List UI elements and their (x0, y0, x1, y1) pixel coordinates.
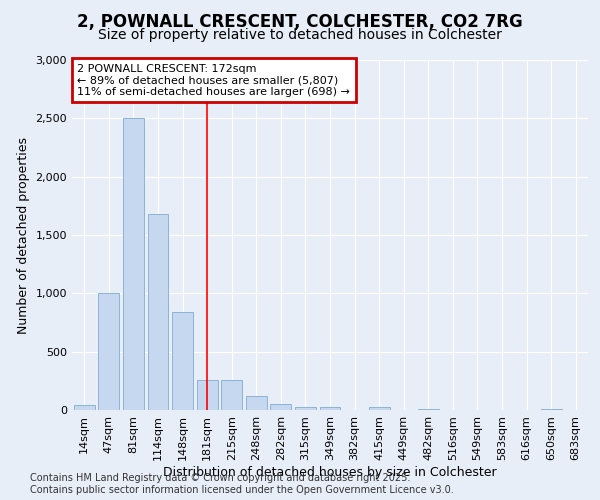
Bar (148, 214, 169, 410)
Bar (197, 380, 218, 410)
Bar (246, 396, 267, 410)
Bar (295, 406, 316, 410)
Text: 2 POWNALL CRESCENT: 172sqm
← 89% of detached houses are smaller (5,807)
11% of s: 2 POWNALL CRESCENT: 172sqm ← 89% of deta… (77, 64, 350, 96)
X-axis label: Distribution of detached houses by size in Colchester: Distribution of detached houses by size … (163, 466, 497, 478)
Bar (271, 404, 292, 410)
Bar (320, 406, 340, 410)
Y-axis label: Number of detached properties: Number of detached properties (17, 136, 30, 334)
Text: Size of property relative to detached houses in Colchester: Size of property relative to detached ho… (98, 28, 502, 42)
Text: 2, POWNALL CRESCENT, COLCHESTER, CO2 7RG: 2, POWNALL CRESCENT, COLCHESTER, CO2 7RG (77, 12, 523, 30)
Text: Contains HM Land Registry data © Crown copyright and database right 2025.
Contai: Contains HM Land Registry data © Crown c… (30, 474, 454, 495)
Bar (541, 408, 562, 410)
Bar (172, 312, 193, 410)
Bar (418, 408, 439, 410)
Bar (368, 407, 389, 410)
Bar (98, 294, 119, 410)
Bar (221, 380, 242, 410)
Bar (74, 405, 95, 410)
Bar (123, 118, 144, 410)
